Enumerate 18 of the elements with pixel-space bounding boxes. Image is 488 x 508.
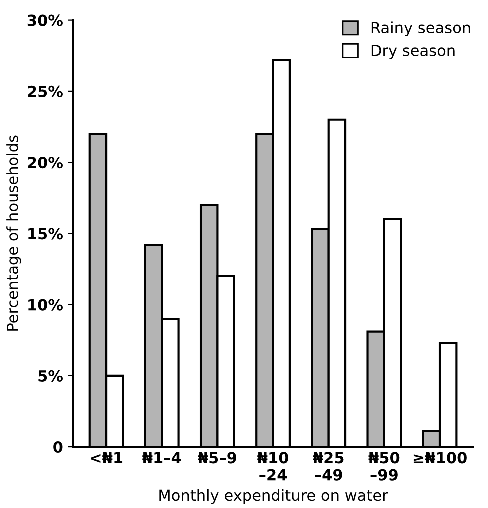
y-tick-label: 0 [54,442,63,454]
y-tick-label: 20% [28,157,63,169]
x-tick-label: ₦25 –49 [313,452,344,481]
x-tick-label: <₦1 [91,452,123,464]
y-tick-label: 15% [28,228,63,240]
x-tick-label: ₦1–4 [142,452,182,464]
x-axis-title: Monthly expenditure on water [160,489,388,504]
y-axis-title: Percentage of households [6,136,22,331]
x-tick-label: ₦50 –99 [368,452,400,481]
legend-label: Rainy season [372,22,470,37]
y-tick-label: 5% [38,370,63,382]
x-tick-label: ₦10 –24 [258,452,288,481]
x-tick-label: ≥₦100 [414,452,467,464]
x-tick-label: ₦5–9 [198,452,236,464]
legend-label: Dry season [372,45,455,60]
y-tick-label: 25% [28,86,63,98]
y-tick-label: 30% [28,14,63,26]
y-tick-label: 10% [28,299,63,311]
